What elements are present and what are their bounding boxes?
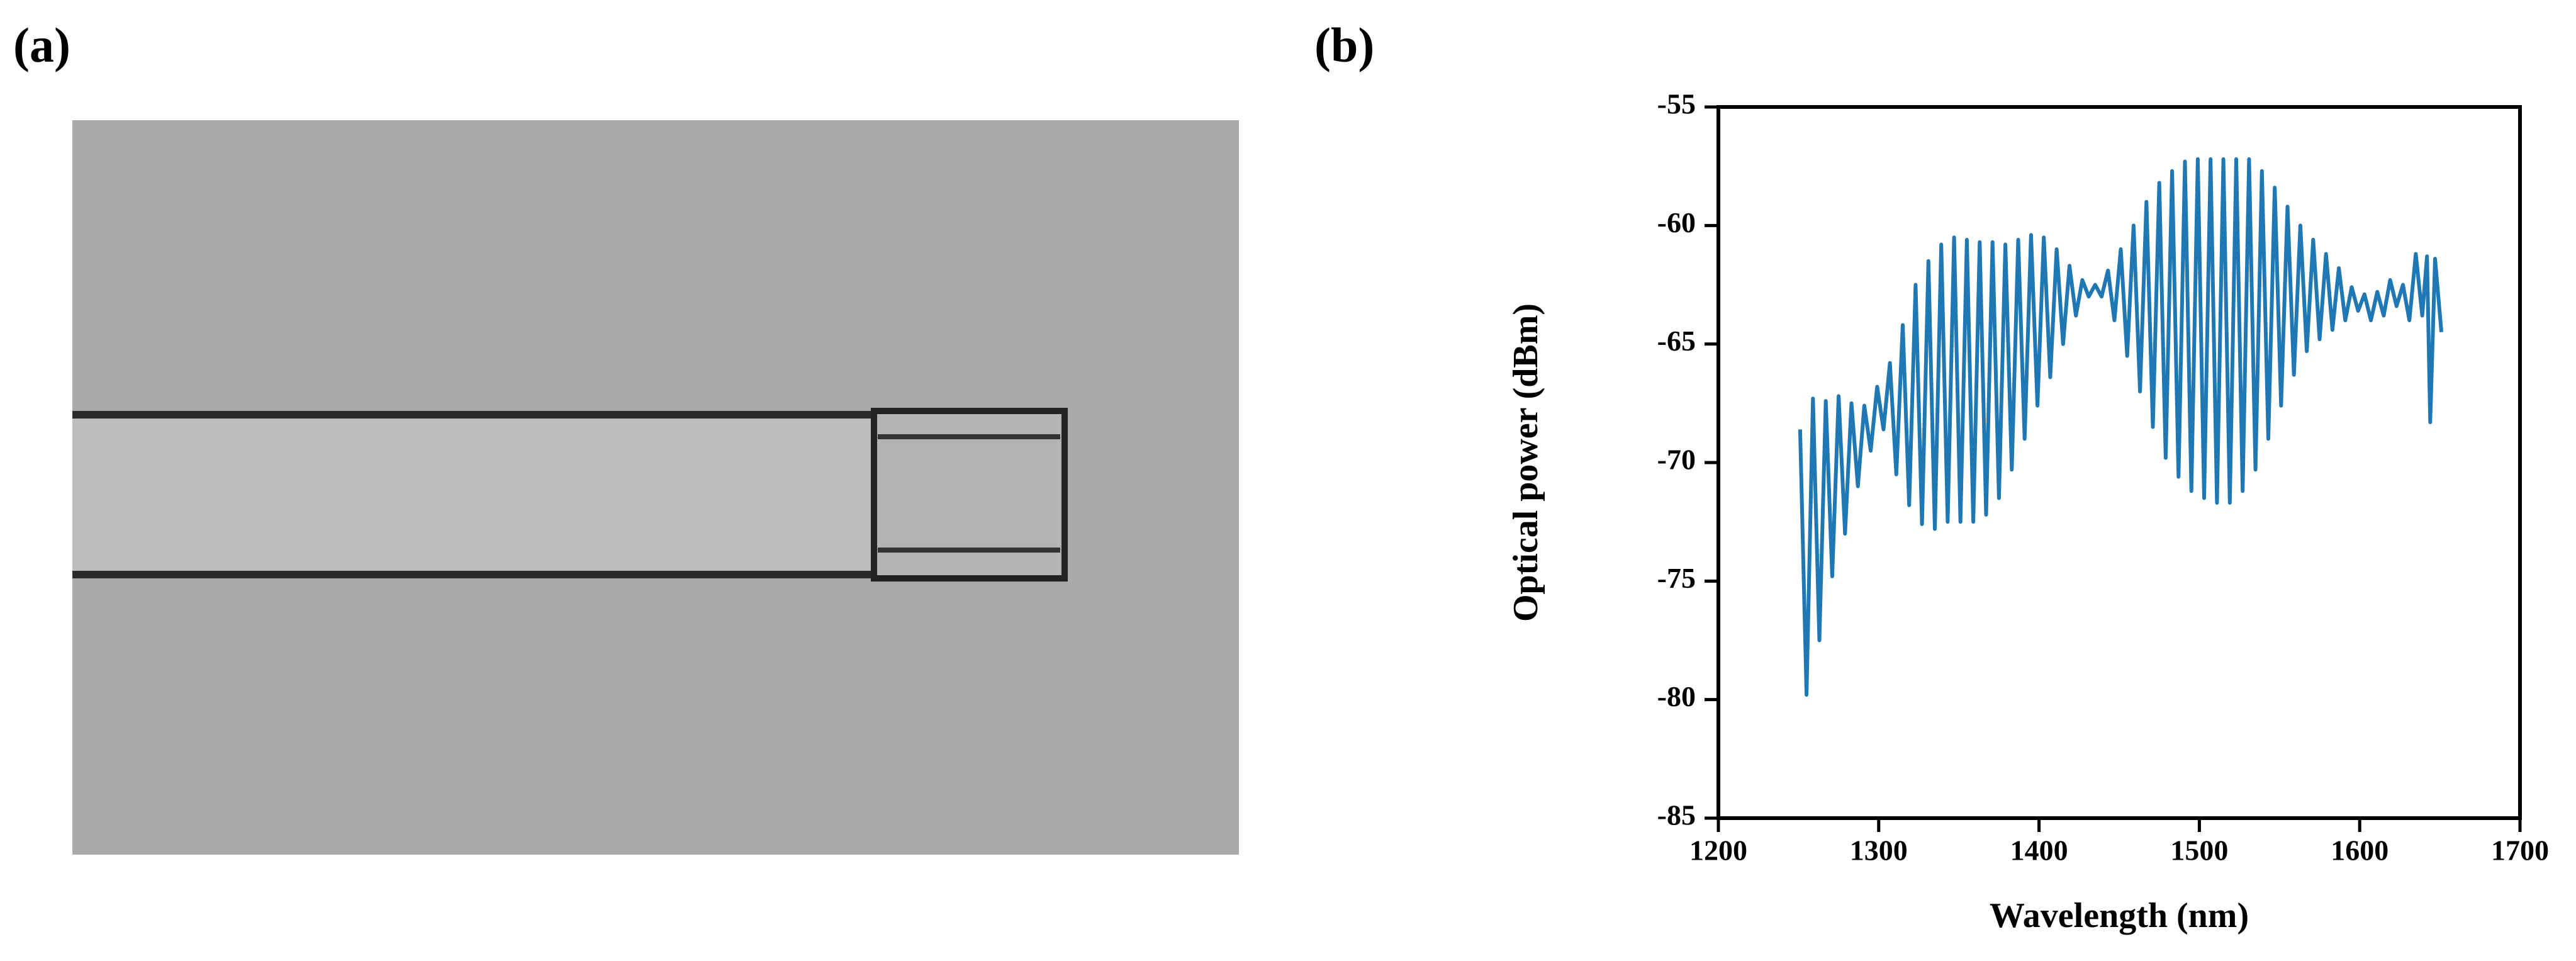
micrograph — [72, 120, 1239, 855]
panel-label: (a) — [13, 18, 70, 72]
y-tick-label: -80 — [1657, 680, 1696, 712]
capillary-wall — [878, 548, 1060, 553]
fiber-edge — [72, 411, 878, 419]
capillary-wall — [878, 434, 1060, 439]
x-axis-title: Wavelength (nm) — [1990, 896, 2249, 935]
y-tick-label: -70 — [1657, 444, 1696, 476]
y-tick-label: -60 — [1657, 206, 1696, 239]
spectrum-chart: 1200 1300 1400 1500 1600 1700 -85 -80 -75 -70 -65 -… — [1657, 88, 2549, 867]
fiber-edge — [72, 571, 878, 578]
x-tick-label: 1200 — [1689, 835, 1747, 867]
x-tick-label: 1400 — [2010, 835, 2068, 867]
fiber-body — [72, 412, 878, 577]
y-tick-label: -85 — [1657, 799, 1696, 831]
y-tick-label: -65 — [1657, 325, 1696, 357]
panel-label: (b) — [1314, 18, 1374, 72]
spectrum-line — [1798, 157, 2444, 697]
x-tick-label: 1600 — [2331, 835, 2388, 867]
plot-frame — [1716, 105, 2522, 820]
y-axis-title: Optical power (dBm) — [1506, 303, 1545, 622]
y-tick-label: -75 — [1657, 562, 1696, 594]
x-tick-label: 1500 — [2170, 835, 2228, 867]
x-tick-label: 1300 — [1850, 835, 1908, 867]
y-tick-label: -55 — [1657, 88, 1696, 120]
x-tick-label: 1700 — [2491, 835, 2549, 867]
